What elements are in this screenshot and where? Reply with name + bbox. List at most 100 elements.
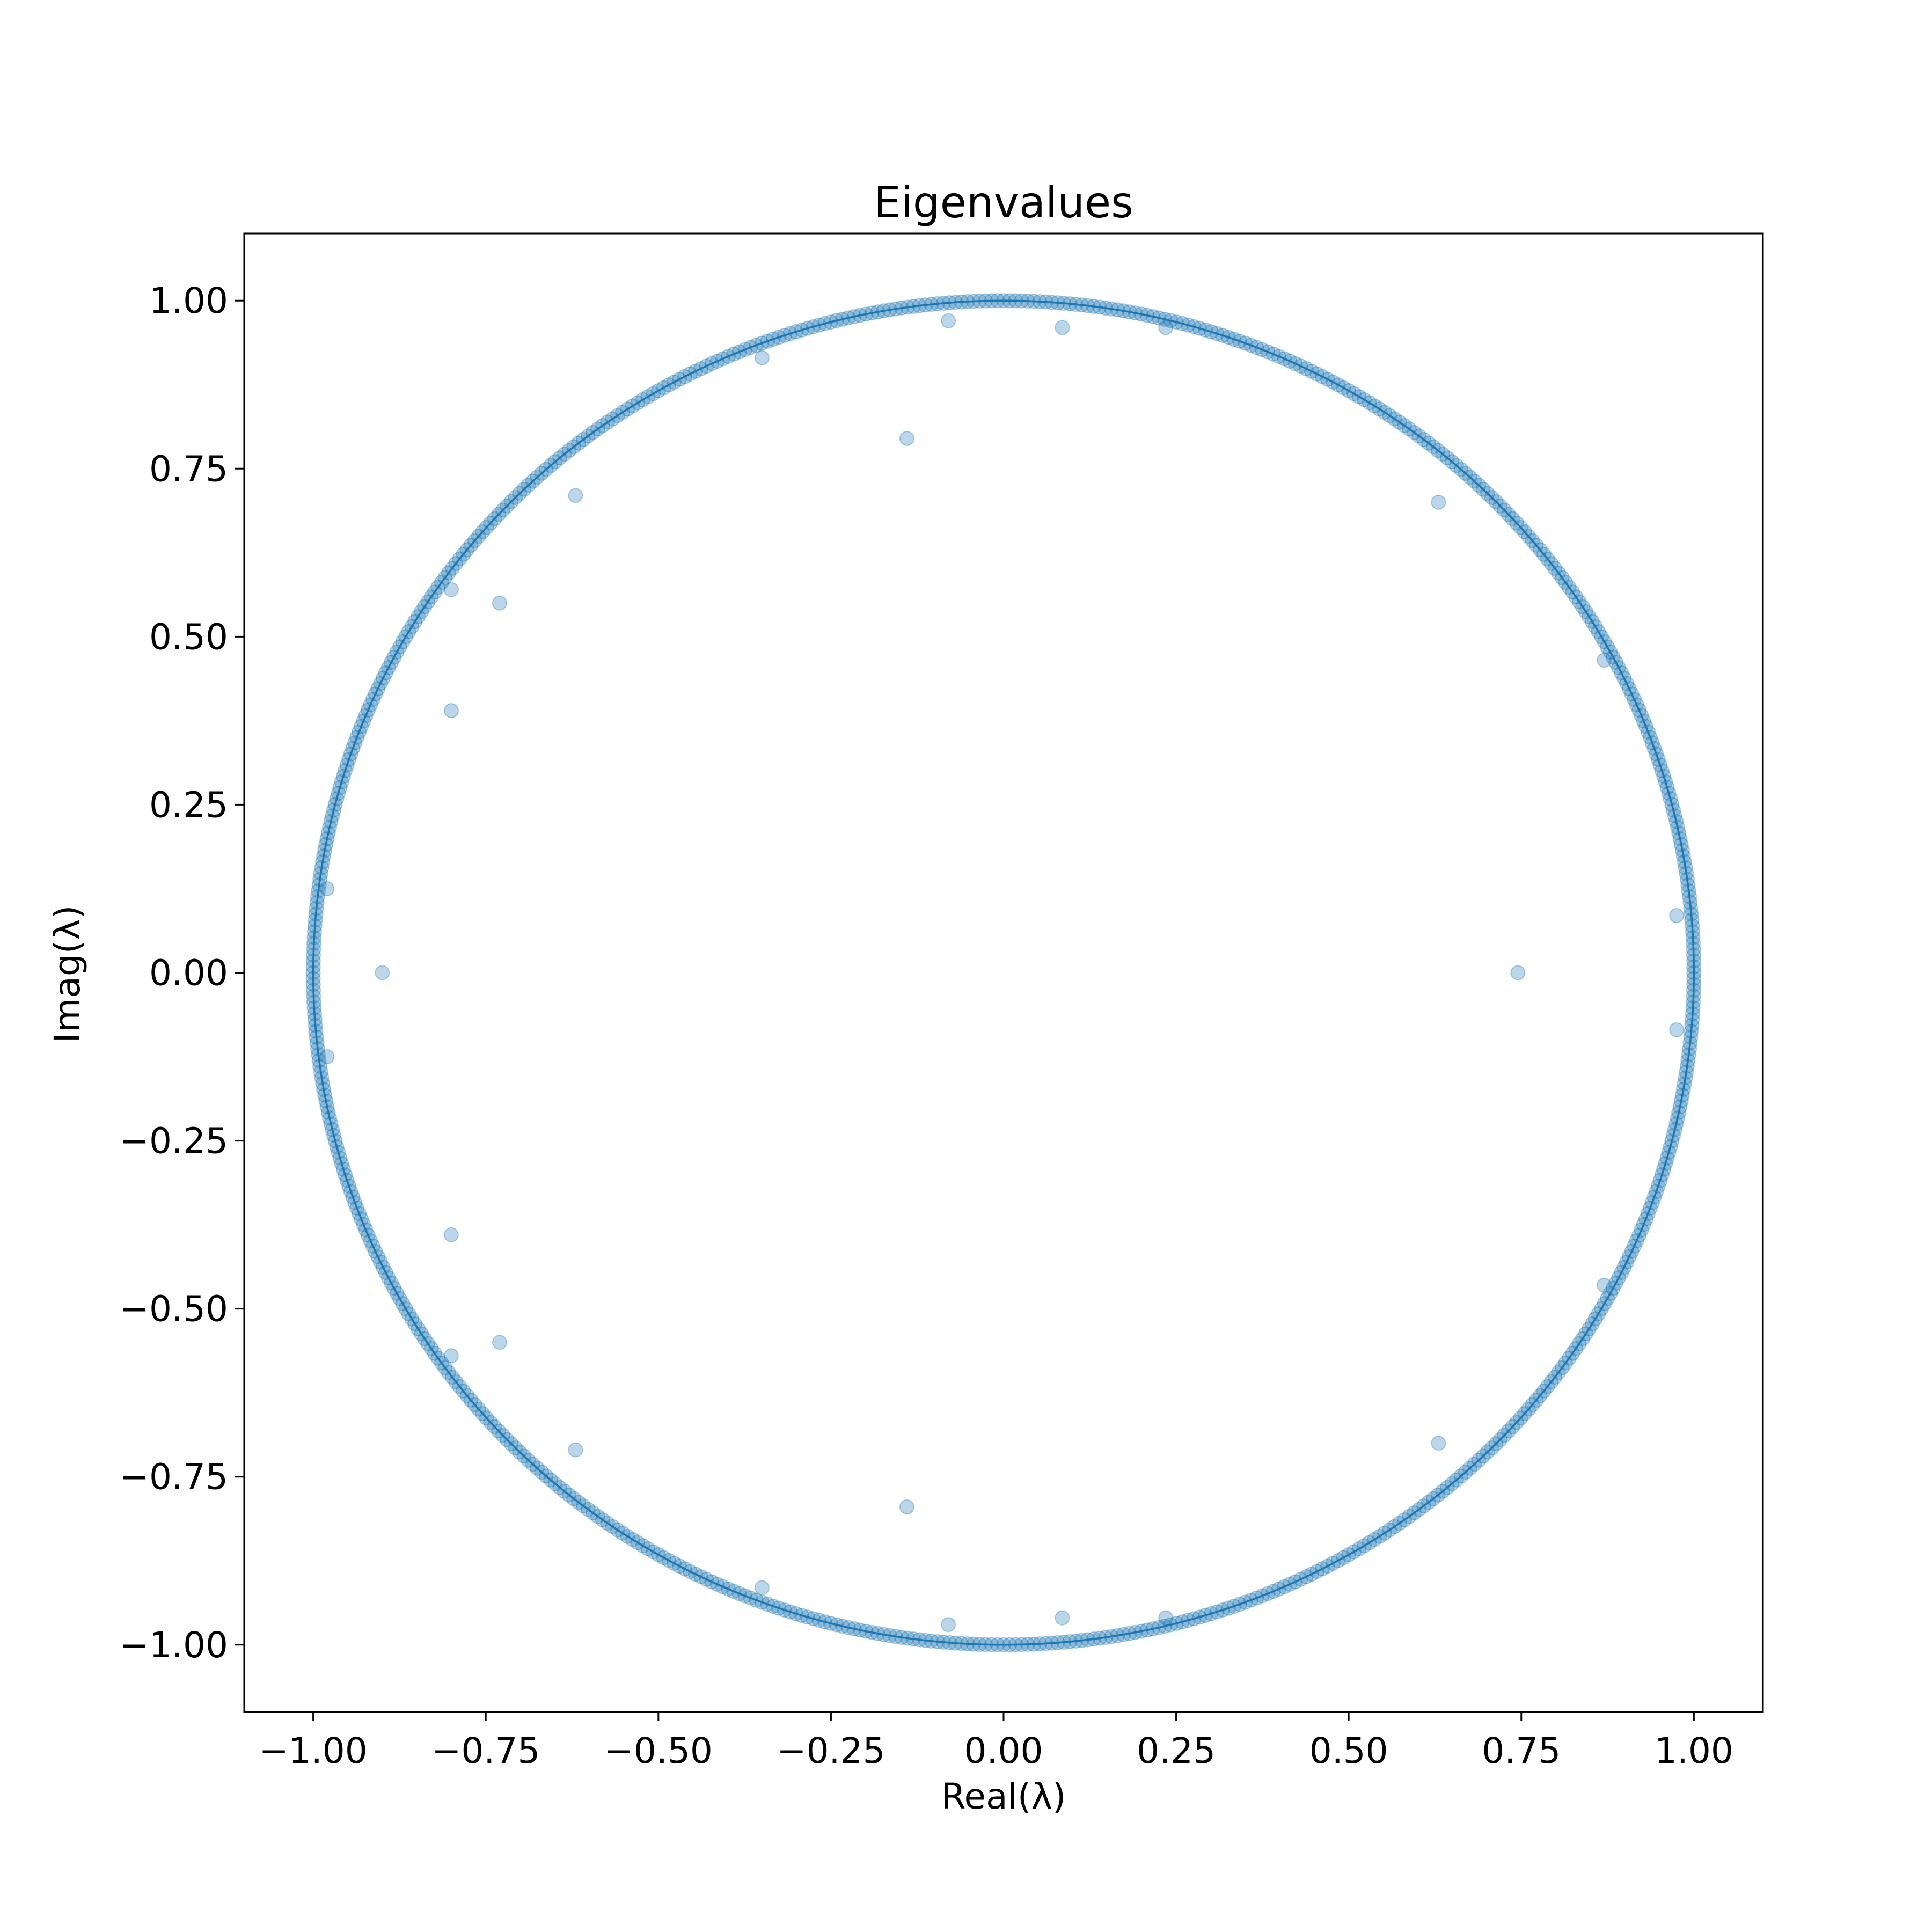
eigenvalue-point xyxy=(1392,414,1407,430)
eigenvalue-point xyxy=(935,1635,951,1650)
eigenvalue-point xyxy=(1032,1636,1048,1652)
eigenvalue-point xyxy=(315,1076,331,1092)
eigenvalue-point xyxy=(463,1393,479,1408)
eigenvalue-point xyxy=(1636,713,1651,729)
eigenvalue-point xyxy=(806,319,821,334)
eigenvalue-point xyxy=(771,330,787,345)
eigenvalue-point xyxy=(996,1637,1011,1652)
eigenvalue-point xyxy=(487,511,502,526)
eigenvalue-point xyxy=(525,473,540,489)
y-tick-label: 0.25 xyxy=(149,784,228,825)
eigenvalue-point xyxy=(568,488,583,503)
eigenvalue-point xyxy=(534,1465,550,1480)
eigenvalue-point xyxy=(1314,1561,1330,1577)
eigenvalue-point xyxy=(1416,1498,1432,1513)
eigenvalue-point xyxy=(1602,1286,1618,1301)
eigenvalue-point xyxy=(1038,294,1053,310)
eigenvalue-point xyxy=(1608,655,1624,670)
eigenvalue-point xyxy=(1008,1637,1023,1652)
eigenvalue-point xyxy=(467,1397,482,1413)
eigenvalue-point xyxy=(322,1110,338,1126)
eigenvalue-point xyxy=(1180,317,1196,333)
eigenvalue-point xyxy=(941,1617,956,1633)
eigenvalue-point xyxy=(1584,1316,1600,1331)
eigenvalue-point xyxy=(965,1636,981,1652)
eigenvalue-point xyxy=(743,340,758,355)
eigenvalue-point xyxy=(667,1556,682,1571)
eigenvalue-point xyxy=(1644,1195,1660,1210)
eigenvalue-point xyxy=(721,349,736,364)
eigenvalue-point xyxy=(996,293,1011,309)
eigenvalue-point xyxy=(1686,959,1702,975)
eigenvalue-point xyxy=(840,310,856,326)
eigenvalue-point xyxy=(1421,1495,1436,1510)
eigenvalue-point xyxy=(1435,447,1451,462)
eigenvalue-point xyxy=(392,639,407,655)
eigenvalue-point xyxy=(1624,1243,1640,1259)
eigenvalue-point xyxy=(1260,1586,1276,1601)
eigenvalue-point xyxy=(924,1633,939,1649)
eigenvalue-point xyxy=(444,560,460,576)
eigenvalue-point xyxy=(1621,1249,1637,1264)
eigenvalue-point xyxy=(1505,511,1520,526)
eigenvalue-point xyxy=(561,443,577,458)
eigenvalue-point xyxy=(590,421,605,437)
eigenvalue-point xyxy=(1686,947,1701,963)
eigenvalue-point xyxy=(360,1227,376,1243)
eigenvalue-point xyxy=(835,1619,850,1634)
eigenvalue-point xyxy=(1086,298,1101,314)
eigenvalue-point xyxy=(492,595,507,611)
eigenvalue-point xyxy=(846,309,862,324)
eigenvalue-point xyxy=(1265,1584,1281,1599)
y-tick-label: −0.75 xyxy=(120,1457,228,1498)
eigenvalue-point xyxy=(777,327,792,343)
eigenvalue-point xyxy=(1169,1615,1184,1631)
eigenvalue-point xyxy=(1649,746,1664,762)
eigenvalue-point xyxy=(1402,1509,1417,1524)
eigenvalue-point xyxy=(471,529,486,544)
eigenvalue-point xyxy=(310,889,325,904)
eigenvalue-point xyxy=(1367,398,1382,414)
eigenvalue-point xyxy=(1416,432,1432,448)
eigenvalue-point xyxy=(1543,556,1559,572)
eigenvalue-point xyxy=(1304,363,1319,379)
eigenvalue-point xyxy=(715,1579,730,1594)
eigenvalue-point xyxy=(595,418,611,434)
eigenvalue-point xyxy=(1671,825,1687,841)
eigenvalue-point xyxy=(1163,313,1179,328)
eigenvalue-point xyxy=(1325,1556,1341,1571)
eigenvalue-point xyxy=(311,883,326,898)
eigenvalue-point xyxy=(1611,660,1627,675)
eigenvalue-point xyxy=(1056,1635,1072,1650)
eigenvalue-point xyxy=(1282,353,1298,369)
eigenvalue-point xyxy=(912,1632,927,1648)
eigenvalue-point xyxy=(492,1335,507,1350)
eigenvalue-point xyxy=(332,780,348,795)
eigenvalue-point xyxy=(508,1440,523,1455)
eigenvalue-point xyxy=(1501,1423,1516,1439)
eigenvalue-point xyxy=(677,369,693,384)
eigenvalue-point xyxy=(420,594,436,610)
eigenvalue-point xyxy=(358,708,374,723)
eigenvalue-point xyxy=(817,316,833,331)
eigenvalue-point xyxy=(1325,374,1341,390)
eigenvalue-point xyxy=(954,1636,969,1651)
eigenvalue-point xyxy=(305,977,321,992)
eigenvalue-point xyxy=(1298,1569,1314,1585)
eigenvalue-point xyxy=(1453,1468,1469,1484)
eigenvalue-point xyxy=(1226,1598,1242,1614)
eigenvalue-point xyxy=(1640,1206,1656,1221)
eigenvalue-point xyxy=(715,351,730,367)
eigenvalue-point xyxy=(1467,1457,1482,1472)
eigenvalue-point xyxy=(620,401,635,417)
eigenvalue-point xyxy=(1249,1590,1264,1606)
eigenvalue-point xyxy=(1561,580,1577,595)
eigenvalue-point xyxy=(1663,791,1678,807)
eigenvalue-point xyxy=(1392,1516,1407,1531)
eigenvalue-point xyxy=(380,1270,396,1286)
eigenvalue-point xyxy=(309,1035,325,1051)
eigenvalue-point xyxy=(1666,1128,1681,1143)
eigenvalue-point xyxy=(1351,389,1367,405)
eigenvalue-point xyxy=(990,293,1005,309)
eigenvalue-point xyxy=(600,414,616,430)
